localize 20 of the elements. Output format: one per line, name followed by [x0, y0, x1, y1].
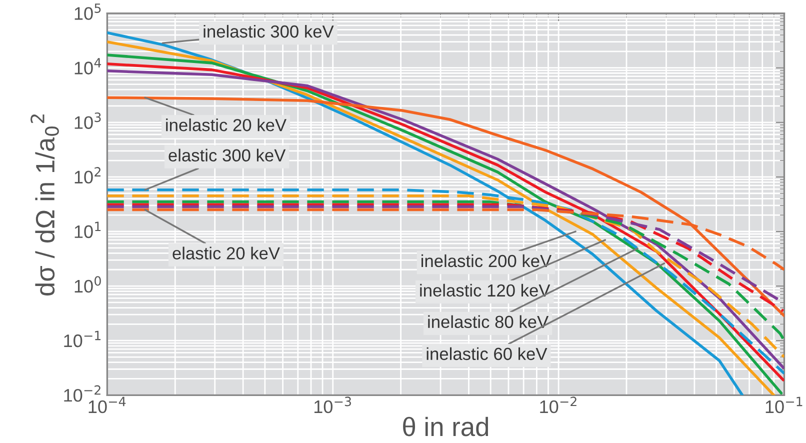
y-tick-label: 10$^{0}$	[74, 276, 101, 293]
y-tick-label: 10$^{1}$	[74, 222, 101, 238]
annotation: inelastic 200 keV	[422, 254, 552, 268]
y-tick-label: 10$^{3}$	[74, 112, 101, 129]
annotation: elastic 20 keV	[172, 246, 280, 260]
y-tick-label: 10$^{4}$	[74, 58, 102, 74]
annotation: inelastic 300 keV	[204, 24, 334, 38]
y-axis-title: dσ / dΩ in 1/a$_{0}$$^{2}$	[30, 114, 59, 296]
x-tick-label: 10$^{−1}$	[766, 396, 802, 414]
y-tick-label: 10$^{−1}$	[64, 330, 101, 348]
y-tick-label: 10$^{5}$	[74, 4, 101, 20]
annotation: elastic 300 keV	[168, 148, 286, 162]
x-axis-title: θ in rad	[403, 416, 488, 436]
annotation: inelastic 60 keV	[426, 347, 548, 360]
annotation: inelastic 80 keV	[428, 315, 549, 328]
x-tick-label: 10$^{−2}$	[540, 396, 576, 414]
annotation: inelastic 20 keV	[166, 118, 286, 132]
y-tick-label: 10$^{2}$	[74, 167, 100, 184]
annotation: inelastic 120 keV	[420, 284, 550, 297]
x-tick-label: 10$^{−3}$	[314, 396, 351, 414]
